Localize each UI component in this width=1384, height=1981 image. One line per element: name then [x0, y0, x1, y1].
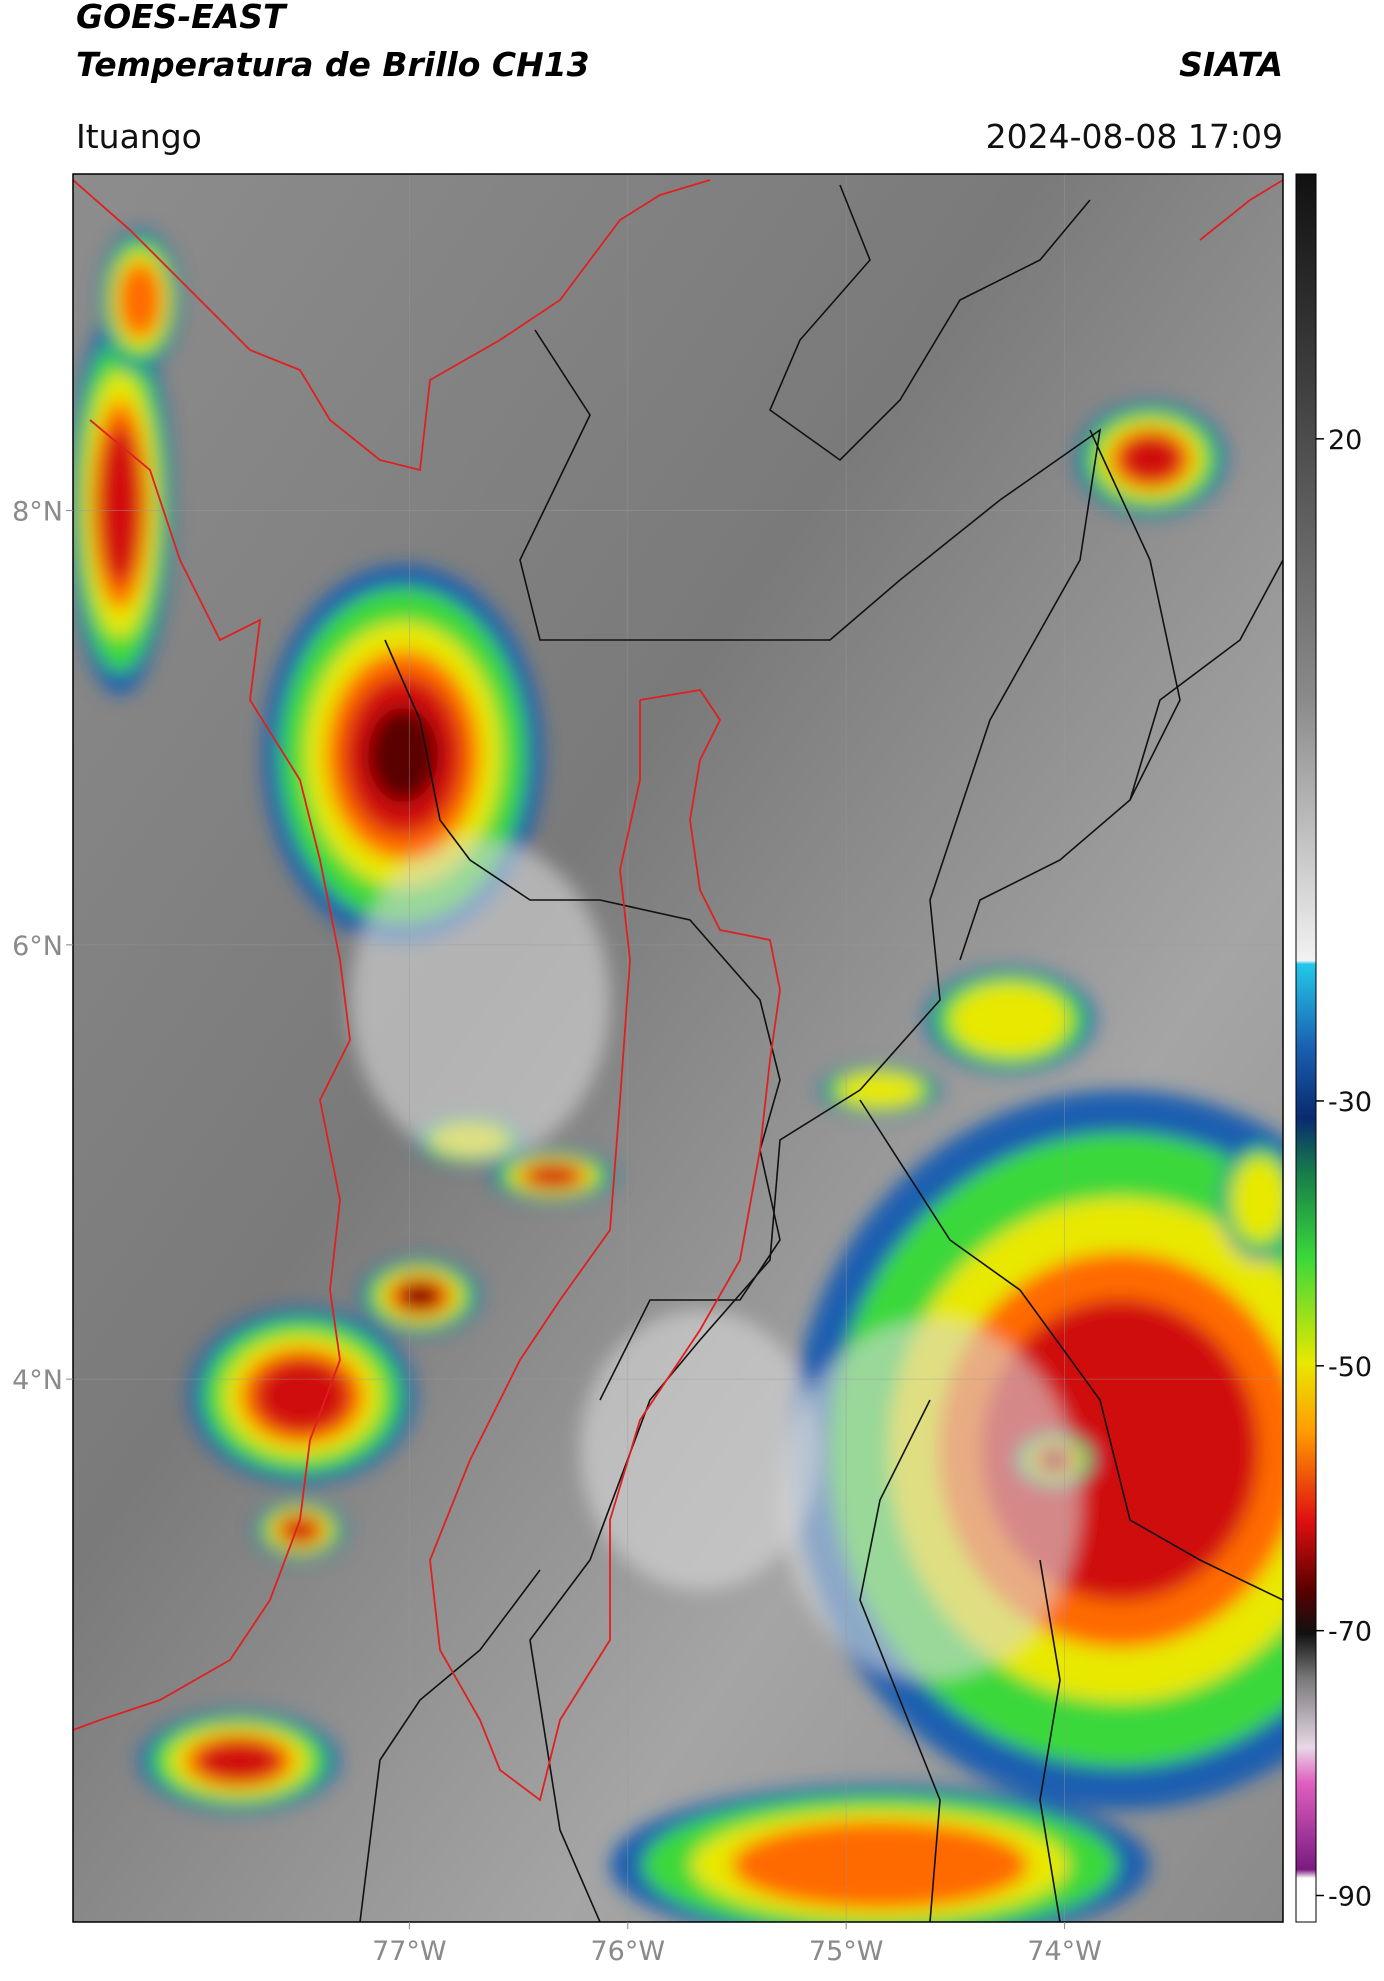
- title: GOES-EAST: [76, 0, 288, 36]
- colorbar-tick-label: 20: [1328, 425, 1362, 456]
- colorbar: [1295, 173, 1317, 1923]
- bright-area: [780, 1320, 1080, 1680]
- colorbar-tick-label: -30: [1328, 1087, 1372, 1118]
- lat-label: 4°N: [12, 1365, 63, 1396]
- coast-and-basin: [73, 179, 1283, 1802]
- colorbar-tick-label: -90: [1328, 1882, 1372, 1913]
- cloud-blob: [1232, 1158, 1283, 1242]
- cloud-blob: [731, 1821, 1029, 1909]
- cloud-blob: [197, 1740, 281, 1782]
- location: Ituango: [76, 117, 202, 156]
- cloud-blob: [118, 261, 162, 339]
- cloud-blob: [368, 707, 438, 803]
- cloud-blob: [1119, 435, 1183, 483]
- cloud-blob: [950, 983, 1070, 1057]
- graticule: [73, 174, 1283, 1922]
- cloud-blob: [526, 1165, 580, 1187]
- lon-label: 76°W: [590, 1936, 665, 1967]
- map-frame: [72, 173, 1284, 1923]
- cloud-blob: [254, 1359, 350, 1433]
- subtitle: Temperatura de Brillo CH13: [76, 45, 590, 84]
- colorbar-tick-label: -70: [1328, 1617, 1372, 1648]
- timestamp: 2024-08-08 17:09: [986, 117, 1283, 156]
- admin-borders: [359, 184, 1283, 1922]
- lat-label: 8°N: [12, 497, 63, 528]
- bright-area: [580, 1310, 820, 1590]
- cloud-blob: [838, 1072, 922, 1108]
- cloud-tops: [73, 230, 1283, 1922]
- map-area: [73, 174, 1283, 1922]
- agency: SIATA: [1179, 45, 1283, 84]
- cloud-blob: [405, 1286, 435, 1306]
- cloud-blob: [281, 1517, 319, 1543]
- lon-label: 75°W: [809, 1936, 884, 1967]
- lon-label: 74°W: [1027, 1936, 1102, 1967]
- colorbar-tick-label: -50: [1328, 1352, 1372, 1383]
- colorbar-axis: 20 -30 -50 -70 -90: [1316, 425, 1372, 1913]
- lat-label: 6°N: [12, 931, 63, 962]
- map-axes: 77°W 76°W 75°W 74°W 8°N 6°N 4°N: [12, 497, 1102, 1967]
- cloud-blob: [98, 425, 142, 585]
- bright-area: [350, 840, 610, 1160]
- lon-label: 77°W: [372, 1936, 447, 1967]
